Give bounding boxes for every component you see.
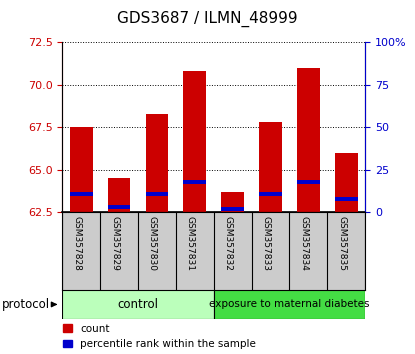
- Text: GSM357835: GSM357835: [337, 216, 346, 271]
- Text: control: control: [117, 298, 159, 311]
- Text: GDS3687 / ILMN_48999: GDS3687 / ILMN_48999: [117, 11, 298, 27]
- Bar: [108, 205, 130, 210]
- Bar: [259, 122, 282, 212]
- Text: GSM357833: GSM357833: [261, 216, 271, 271]
- Text: GSM357828: GSM357828: [72, 216, 81, 271]
- Text: GSM357831: GSM357831: [186, 216, 195, 271]
- Bar: [259, 192, 282, 196]
- Text: GSM357830: GSM357830: [148, 216, 157, 271]
- Text: GSM357829: GSM357829: [110, 216, 119, 271]
- Text: GSM357832: GSM357832: [224, 216, 233, 271]
- FancyBboxPatch shape: [214, 290, 365, 319]
- Bar: [183, 72, 206, 212]
- Bar: [297, 68, 320, 212]
- Bar: [297, 180, 320, 184]
- Bar: [335, 153, 358, 212]
- Bar: [146, 192, 168, 196]
- Text: exposure to maternal diabetes: exposure to maternal diabetes: [209, 299, 370, 309]
- Bar: [146, 114, 168, 212]
- Bar: [70, 192, 93, 196]
- Text: GSM357834: GSM357834: [299, 216, 308, 271]
- Bar: [70, 127, 93, 212]
- Legend: count, percentile rank within the sample: count, percentile rank within the sample: [63, 324, 256, 349]
- Text: protocol: protocol: [2, 298, 50, 311]
- Bar: [335, 197, 358, 201]
- Bar: [221, 192, 244, 212]
- Bar: [183, 180, 206, 184]
- Bar: [221, 207, 244, 211]
- Bar: [108, 178, 130, 212]
- FancyBboxPatch shape: [62, 290, 214, 319]
